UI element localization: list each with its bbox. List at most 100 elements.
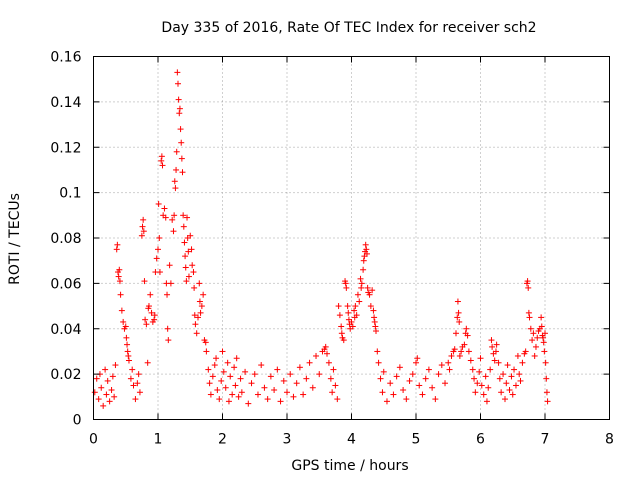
data-point (213, 355, 220, 362)
data-point (171, 178, 178, 185)
data-point (225, 398, 232, 405)
data-point (375, 359, 382, 366)
data-point (370, 307, 377, 314)
y-tick-label: 0.02 (50, 367, 81, 383)
data-point (529, 337, 536, 344)
data-point (413, 359, 419, 366)
data-point (344, 303, 351, 310)
data-point (123, 334, 130, 341)
data-point (242, 368, 249, 375)
data-point (330, 366, 337, 373)
data-point (216, 396, 223, 403)
data-point (155, 200, 162, 207)
data-point (151, 312, 158, 319)
data-point (104, 377, 111, 384)
data-point (524, 278, 531, 285)
x-tick-labels: 0 1 2 3 4 5 6 7 8 (89, 432, 614, 448)
data-point (185, 248, 192, 255)
data-point (456, 352, 463, 359)
data-point (117, 291, 124, 298)
data-point (238, 389, 245, 396)
data-point (371, 314, 378, 321)
data-point (540, 334, 547, 341)
data-point (271, 387, 278, 394)
data-point (124, 348, 131, 355)
data-point (171, 212, 178, 219)
data-point (202, 339, 209, 346)
data-point (445, 359, 452, 366)
data-point (218, 377, 225, 384)
data-point (134, 380, 141, 387)
data-point (132, 396, 139, 403)
data-point (396, 364, 403, 371)
data-point (178, 139, 185, 146)
data-point (182, 264, 189, 271)
data-point (180, 223, 187, 230)
data-point (383, 398, 390, 405)
data-point (153, 255, 160, 262)
data-point (416, 382, 423, 389)
data-point (508, 373, 515, 380)
data-point (448, 352, 455, 359)
data-point (220, 368, 227, 375)
data-point (432, 396, 439, 403)
data-point (425, 366, 432, 373)
data-point (342, 280, 349, 287)
data-point (191, 312, 198, 319)
data-point (489, 343, 496, 350)
x-tick-label: 7 (541, 432, 550, 448)
data-point (403, 396, 410, 403)
data-point (506, 387, 513, 394)
data-point (251, 371, 258, 378)
data-point (113, 246, 120, 253)
data-point (175, 96, 182, 103)
data-point (525, 309, 532, 316)
data-point (454, 314, 461, 321)
data-point (284, 389, 290, 396)
data-point (277, 398, 284, 405)
data-point (455, 309, 462, 316)
data-point (530, 330, 537, 337)
y-tick-label: 0.12 (50, 140, 81, 156)
data-point (517, 377, 524, 384)
data-point (366, 291, 373, 298)
data-point (522, 348, 529, 355)
data-point (237, 375, 244, 382)
data-point (371, 318, 378, 325)
data-point (196, 298, 203, 305)
data-point (465, 348, 472, 355)
data-point (480, 391, 487, 398)
data-point (483, 398, 490, 405)
data-point (140, 228, 147, 235)
data-point (322, 343, 329, 350)
axis-ticks (93, 56, 610, 420)
x-tick-label: 6 (476, 432, 485, 448)
data-point (451, 346, 458, 353)
data-point (165, 337, 172, 344)
x-tick-label: 5 (412, 432, 421, 448)
data-point (351, 307, 358, 314)
data-point (209, 373, 216, 380)
data-point (514, 352, 521, 359)
data-point (353, 312, 360, 319)
data-point (538, 323, 545, 330)
data-point (327, 375, 334, 382)
data-point (309, 384, 316, 391)
data-point (233, 355, 240, 362)
data-point (248, 380, 255, 387)
x-tick-label: 2 (218, 432, 227, 448)
data-point (503, 380, 510, 387)
data-point (541, 348, 548, 355)
data-point (280, 377, 287, 384)
data-point (512, 382, 519, 389)
data-point (348, 318, 355, 325)
data-point (461, 341, 468, 348)
data-point (334, 396, 341, 403)
y-tick-label: 0 (73, 413, 82, 429)
data-point (264, 396, 271, 403)
data-point (458, 348, 465, 355)
data-point (360, 257, 367, 264)
data-point (164, 325, 171, 332)
data-point (173, 166, 180, 173)
